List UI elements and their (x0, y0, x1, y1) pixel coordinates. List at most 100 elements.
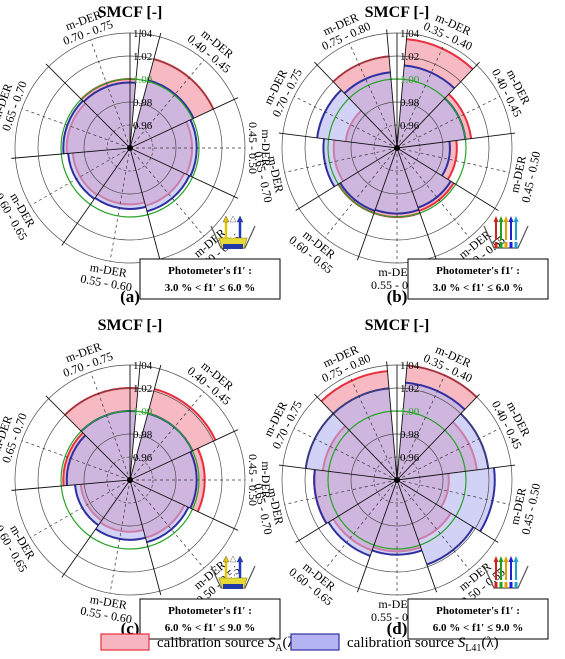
sector-boundary (129, 479, 162, 596)
r-tick-label: 0.96 (400, 120, 420, 132)
sl41-bar-edge-8 (343, 71, 391, 95)
sa-lamp-icon (210, 215, 256, 249)
r-tick-label: 1.02 (400, 51, 419, 63)
sector-boundary (278, 132, 398, 149)
sector-boundary (386, 361, 398, 481)
sl41-bar-6 (323, 138, 397, 187)
sector-center-spoke (396, 479, 470, 570)
sl41-bar-edge-0 (147, 79, 195, 119)
r-tick-label: 0.98 (133, 429, 153, 441)
sector-label-name: m-DER (259, 129, 273, 166)
sector-boundary (396, 393, 480, 481)
sl41-bar-1 (130, 451, 197, 509)
r-tick-label: 1.00 (400, 74, 420, 86)
sector-boundary (45, 63, 131, 149)
center-dot (394, 477, 400, 483)
r-tick-label: 0.96 (133, 120, 153, 132)
sl41-bar-edge-2 (441, 141, 451, 177)
sector-center-spoke (396, 96, 500, 149)
sector-center-spoke (324, 147, 398, 238)
sector-center-spoke (30, 479, 131, 538)
sector-center-spoke (284, 479, 398, 505)
sl41-bar-3 (95, 480, 146, 540)
legend-swatch-sl41 (290, 633, 340, 651)
r-tick-label: 1.04 (133, 360, 153, 372)
sector-boundary (11, 479, 131, 491)
sl41-bar-edge-6 (313, 469, 328, 524)
photometer-box: Photometer's f1′ : 6.0 % < f1′ ≤ 9.0 % (139, 598, 281, 640)
sector-boundary (356, 479, 398, 593)
sector-boundary (295, 479, 398, 543)
figure-legend: calibration source SA(λ)calibration sour… (100, 633, 499, 654)
r-tick-label: 1.00 (400, 406, 420, 418)
sector-center-spoke (129, 59, 205, 149)
sl41-bar-6 (83, 82, 136, 148)
panel-label: (b) (387, 287, 408, 306)
sl41-bar-0 (397, 382, 465, 480)
panel-title: SMCF [-] (365, 4, 430, 21)
sl41-bar-1 (397, 413, 489, 480)
r-tick-label: 0.98 (400, 429, 420, 441)
radial-grid (278, 361, 516, 596)
sl41-bar-edge-3 (95, 528, 146, 541)
sector-center-spoke (90, 371, 131, 481)
sector-boundary (396, 147, 438, 261)
photometer-box-range: 6.0 % < f1′ ≤ 9.0 % (165, 622, 256, 634)
sector-boundary (61, 479, 131, 578)
radial-grid (11, 29, 246, 264)
r-tick-label: 1.00 (133, 74, 153, 86)
center-dot (127, 477, 133, 483)
r-tick-label: 0.98 (133, 97, 153, 109)
sl41-bar-1 (397, 98, 466, 148)
r-tick-label: 1.00 (133, 406, 153, 418)
sector-label-name: m-DER (378, 597, 415, 611)
sector-center-spoke (21, 440, 131, 481)
sector-label-name: m-DER (89, 260, 128, 280)
panel-title: SMCF [-] (98, 317, 163, 334)
sector-label-name: m-DER (378, 265, 415, 279)
sector-boundary (396, 147, 499, 211)
panel-label: (a) (120, 287, 140, 306)
sector-boundary (396, 479, 499, 543)
sl41-bar-4 (68, 148, 130, 199)
sector-boundary (129, 147, 162, 264)
sector-center-spoke (109, 147, 131, 262)
sector-boundary (129, 147, 239, 199)
sector-boundary (396, 29, 408, 149)
center-dot (394, 145, 400, 151)
r-tick-label: 0.96 (133, 452, 153, 464)
photometer-box-frame (139, 598, 281, 640)
photometer-box-range: 3.0 % < f1′ ≤ 6.0 % (433, 282, 524, 294)
photometer-box-frame (139, 258, 281, 300)
photometer-box-range: 6.0 % < f1′ ≤ 9.0 % (433, 622, 524, 634)
r-tick-label: 1.02 (133, 383, 152, 395)
sl41-bar-3 (397, 148, 451, 208)
sl41-bar-5 (66, 435, 130, 486)
sector-center-spoke (294, 96, 398, 149)
r-tick-label: 1.04 (400, 28, 420, 40)
panel-title: SMCF [-] (365, 317, 430, 334)
sl41-bar-edge-2 (146, 175, 191, 213)
photometer-box-title: Photometer's f1′ : (168, 605, 252, 617)
sector-boundary (45, 395, 131, 481)
sector-boundary (314, 393, 398, 481)
sl41-bar-7 (317, 89, 397, 148)
sector-boundary (129, 32, 162, 149)
sl41-bar-2 (397, 467, 495, 532)
sl41-bar-5 (63, 100, 130, 154)
r-tick-label: 0.98 (400, 97, 420, 109)
sector-boundary (129, 364, 162, 481)
sl41-bar-edge-4 (374, 208, 420, 215)
sector-label-name: m-DER (89, 592, 128, 612)
photometer-box-title: Photometer's f1′ : (436, 605, 520, 617)
sector-boundary (278, 464, 398, 481)
sector-center-spoke (349, 375, 398, 481)
sl41-bar-1 (130, 119, 197, 177)
sector-center-spoke (284, 147, 398, 173)
